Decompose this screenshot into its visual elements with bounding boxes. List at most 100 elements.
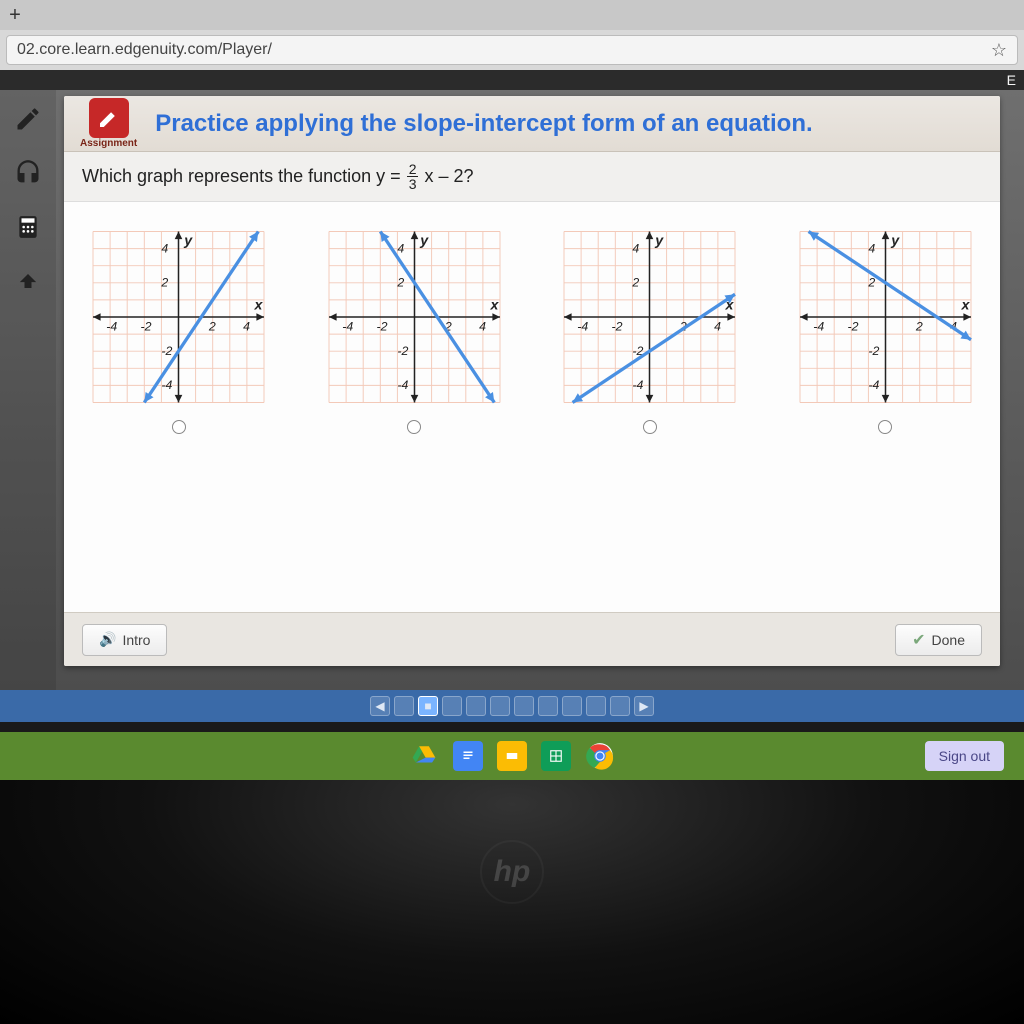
pager-step[interactable] bbox=[538, 696, 558, 716]
pager-step[interactable] bbox=[562, 696, 582, 716]
headphones-tool-icon[interactable] bbox=[11, 156, 45, 190]
slides-icon[interactable] bbox=[497, 741, 527, 771]
radio-button[interactable] bbox=[407, 420, 421, 434]
svg-text:x: x bbox=[254, 297, 264, 313]
svg-text:4: 4 bbox=[868, 241, 875, 255]
graph-option[interactable]: -4-22442-2-4xy bbox=[783, 222, 988, 434]
sign-out-button[interactable]: Sign out bbox=[925, 741, 1004, 771]
content-area: Assignment Practice applying the slope-i… bbox=[0, 90, 1024, 690]
svg-text:y: y bbox=[890, 233, 900, 249]
new-tab-button[interactable]: + bbox=[6, 6, 24, 24]
svg-text:2: 2 bbox=[160, 276, 168, 290]
graph-option[interactable]: -4-22442-2-4xy bbox=[312, 222, 517, 434]
fraction: 2 3 bbox=[407, 162, 419, 191]
svg-text:-4: -4 bbox=[868, 378, 879, 392]
svg-text:2: 2 bbox=[396, 276, 404, 290]
fraction-denominator: 3 bbox=[409, 177, 417, 191]
svg-text:4: 4 bbox=[479, 319, 486, 333]
extension-strip: E bbox=[0, 70, 1024, 90]
svg-text:-2: -2 bbox=[868, 344, 879, 358]
pager-step[interactable] bbox=[442, 696, 462, 716]
pager-step[interactable] bbox=[514, 696, 534, 716]
question-suffix: x – 2? bbox=[424, 166, 473, 187]
pager-step[interactable] bbox=[586, 696, 606, 716]
svg-text:-2: -2 bbox=[376, 319, 387, 333]
svg-text:4: 4 bbox=[243, 319, 250, 333]
pager-next-button[interactable]: ▶ bbox=[634, 696, 654, 716]
svg-text:-4: -4 bbox=[633, 378, 644, 392]
sign-out-label: Sign out bbox=[939, 748, 990, 764]
graph-option[interactable]: -4-22442-2-4xy bbox=[76, 222, 281, 434]
calculator-tool-icon[interactable] bbox=[11, 210, 45, 244]
svg-text:4: 4 bbox=[397, 241, 404, 255]
chrome-icon[interactable] bbox=[585, 741, 615, 771]
assignment-label: Assignment bbox=[80, 138, 137, 149]
svg-text:-4: -4 bbox=[342, 319, 353, 333]
collapse-tool-icon[interactable] bbox=[11, 264, 45, 298]
speaker-icon: 🔊 bbox=[99, 631, 116, 648]
laptop-bezel: hp bbox=[0, 780, 1024, 1024]
done-label: Done bbox=[932, 632, 965, 648]
svg-text:y: y bbox=[419, 233, 429, 249]
svg-text:-4: -4 bbox=[397, 378, 408, 392]
fraction-numerator: 2 bbox=[407, 162, 419, 177]
intro-button[interactable]: 🔊 Intro bbox=[82, 624, 167, 656]
graph-option[interactable]: -4-22442-2-4xy bbox=[547, 222, 752, 434]
svg-text:-2: -2 bbox=[612, 319, 623, 333]
radio-button[interactable] bbox=[172, 420, 186, 434]
svg-text:-4: -4 bbox=[578, 319, 589, 333]
url-text: 02.core.learn.edgenuity.com/Player/ bbox=[17, 41, 272, 59]
svg-text:x: x bbox=[489, 297, 499, 313]
question-prefix: Which graph represents the function y = bbox=[82, 166, 401, 187]
drive-icon[interactable] bbox=[409, 741, 439, 771]
card-header: Assignment Practice applying the slope-i… bbox=[64, 96, 1000, 152]
svg-text:-2: -2 bbox=[141, 319, 152, 333]
svg-text:y: y bbox=[655, 233, 665, 249]
docs-icon[interactable] bbox=[453, 741, 483, 771]
pager-step[interactable] bbox=[394, 696, 414, 716]
assignment-icon bbox=[89, 98, 129, 138]
svg-text:y: y bbox=[183, 233, 193, 249]
url-bar-row: 02.core.learn.edgenuity.com/Player/ ☆ bbox=[0, 30, 1024, 70]
svg-text:x: x bbox=[960, 297, 970, 313]
pager-step[interactable] bbox=[490, 696, 510, 716]
radio-button[interactable] bbox=[643, 420, 657, 434]
svg-text:-4: -4 bbox=[161, 378, 172, 392]
url-bar[interactable]: 02.core.learn.edgenuity.com/Player/ ☆ bbox=[6, 35, 1018, 65]
tools-sidebar bbox=[0, 90, 56, 690]
svg-text:-2: -2 bbox=[161, 344, 172, 358]
chrome-shelf: Sign out bbox=[0, 732, 1024, 780]
hp-logo: hp bbox=[480, 840, 544, 904]
pager-prev-button[interactable]: ◀ bbox=[370, 696, 390, 716]
bookmark-star-icon[interactable]: ☆ bbox=[991, 40, 1007, 61]
pager-step[interactable] bbox=[610, 696, 630, 716]
done-button[interactable]: ✔ Done bbox=[895, 624, 982, 656]
svg-text:2: 2 bbox=[915, 319, 923, 333]
svg-text:2: 2 bbox=[208, 319, 216, 333]
svg-text:-4: -4 bbox=[106, 319, 117, 333]
svg-text:4: 4 bbox=[633, 241, 640, 255]
card-footer: 🔊 Intro ✔ Done bbox=[64, 612, 1000, 666]
lesson-title: Practice applying the slope-intercept fo… bbox=[155, 110, 812, 138]
svg-text:4: 4 bbox=[714, 319, 721, 333]
pager-step[interactable] bbox=[466, 696, 486, 716]
tab-strip: + bbox=[0, 0, 1024, 30]
svg-text:-4: -4 bbox=[813, 319, 824, 333]
svg-text:-2: -2 bbox=[397, 344, 408, 358]
question-text: Which graph represents the function y = … bbox=[64, 152, 1000, 202]
svg-text:2: 2 bbox=[867, 276, 875, 290]
ext-label: E bbox=[1007, 72, 1016, 88]
svg-text:-2: -2 bbox=[847, 319, 858, 333]
radio-button[interactable] bbox=[878, 420, 892, 434]
sheets-icon[interactable] bbox=[541, 741, 571, 771]
graph-options-row: -4 -2 2 4 4 2 -2 -4 x y -4 -2 2 4 4 2 -2 -4 x y -4 -2 2 4 4 2 -2 -4… bbox=[76, 222, 988, 434]
pager-step[interactable]: ■ bbox=[418, 696, 438, 716]
browser-chrome: + 02.core.learn.edgenuity.com/Player/ ☆ … bbox=[0, 0, 1024, 90]
graph-container: -4 -2 2 4 4 2 -2 -4 x y -4 -2 2 4 4 2 -2 -4 x y -4 -2 2 4 4 2 -2 -4… bbox=[64, 202, 1000, 612]
pencil-tool-icon[interactable] bbox=[11, 102, 45, 136]
check-icon: ✔ bbox=[912, 630, 925, 650]
pager-bar: ◀ ■ ▶ bbox=[0, 690, 1024, 722]
lesson-card: Assignment Practice applying the slope-i… bbox=[64, 96, 1000, 666]
svg-text:2: 2 bbox=[632, 276, 640, 290]
assignment-badge: Assignment bbox=[80, 98, 137, 149]
